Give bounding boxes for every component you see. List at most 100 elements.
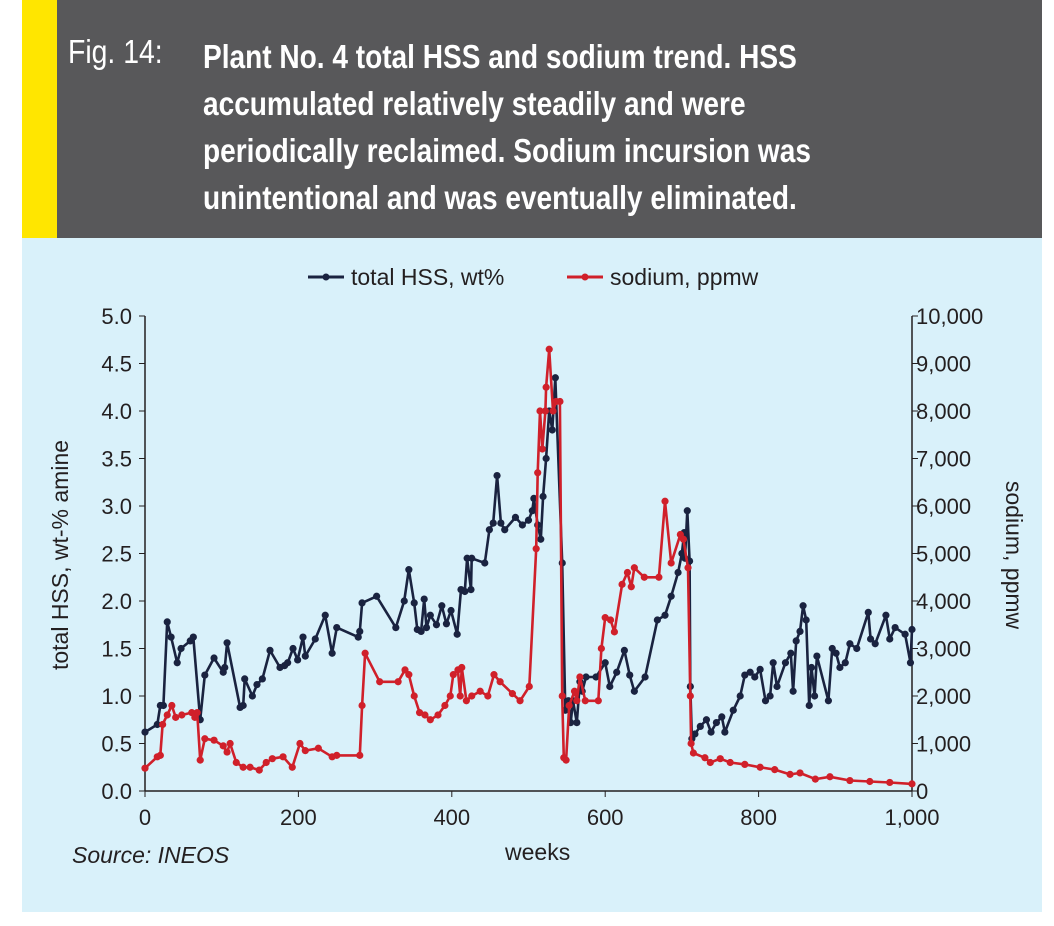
sodium-point — [687, 739, 695, 748]
figure-number: Fig. 14: — [68, 33, 163, 70]
y-axis-label: total HSS, wt-% amine — [47, 440, 73, 670]
hss-point — [606, 682, 614, 691]
sodium-point — [490, 671, 498, 679]
hss-point — [333, 624, 341, 632]
figure-header — [22, 0, 1042, 238]
sodium-point — [172, 713, 180, 721]
hss-point — [613, 668, 621, 676]
sodium-point — [538, 445, 546, 453]
x-tick-label: 0 — [139, 805, 151, 830]
sodium-point — [684, 564, 692, 572]
hss-point — [691, 730, 699, 738]
sodium-point — [201, 735, 209, 743]
hss-point — [582, 673, 590, 681]
hss-point — [358, 599, 366, 607]
hss-point — [901, 630, 909, 638]
sodium-point — [618, 580, 626, 588]
hss-series — [141, 374, 916, 743]
sodium-point — [456, 692, 464, 700]
sodium-point — [196, 756, 204, 764]
hss-point — [718, 713, 726, 721]
y-tick-label: 5.0 — [101, 304, 132, 329]
hss-point — [354, 633, 362, 641]
hss-point — [769, 659, 777, 667]
hss-point — [420, 595, 428, 603]
sodium-point — [468, 692, 476, 700]
hss-point — [410, 599, 418, 607]
hss-point — [489, 519, 497, 527]
y-tick-label: 0.5 — [101, 732, 132, 757]
legend-sodium-label: sodium, ppmw — [610, 264, 759, 290]
hss-point — [729, 706, 737, 714]
sodium-point — [356, 751, 364, 759]
y-tick-label: 1.5 — [101, 637, 132, 662]
hss-point — [886, 635, 894, 643]
sodium-point — [908, 780, 916, 788]
legend: total HSS, wt% sodium, ppmw — [308, 264, 759, 290]
sodium-point — [219, 742, 227, 750]
y-tick-label: 4.5 — [101, 352, 132, 377]
hss-point — [792, 637, 800, 645]
y-tick-label: 4.0 — [101, 399, 132, 424]
sodium-point — [562, 756, 570, 764]
y2-axis-label: sodium, ppmw — [1001, 481, 1027, 630]
hss-point — [422, 624, 431, 632]
sodium-point — [458, 663, 466, 672]
hss-point — [467, 586, 475, 594]
y-tick-label: 0.0 — [101, 779, 132, 804]
hss-point — [756, 665, 764, 674]
hss-point — [653, 616, 661, 624]
hss-point — [289, 644, 297, 653]
hss-point — [781, 659, 790, 667]
sodium-point — [239, 763, 247, 771]
hss-point — [167, 633, 175, 641]
sodium-point — [462, 697, 470, 705]
hss-point — [481, 559, 489, 567]
hss-point — [524, 516, 533, 524]
sodium-point — [640, 573, 648, 581]
sodium-point — [667, 559, 675, 567]
sodium-point — [581, 697, 589, 705]
sodium-point — [415, 709, 424, 717]
sodium-point — [786, 770, 794, 778]
sodium-point — [296, 739, 304, 748]
hss-point — [683, 507, 691, 515]
sodium-point — [541, 407, 549, 415]
sodium-point — [262, 758, 270, 767]
sodium-point — [301, 747, 309, 755]
sodium-point — [333, 751, 341, 759]
caption-line: periodically reclaimed. Sodium incursion… — [203, 132, 811, 169]
sodium-point — [532, 545, 540, 553]
hss-point — [221, 663, 229, 672]
hss-point — [674, 568, 682, 577]
hss-point — [620, 646, 628, 655]
sodium-point — [556, 397, 564, 406]
sodium-point — [358, 701, 366, 710]
hss-point — [805, 701, 813, 710]
hss-point — [468, 554, 476, 562]
sodium-point — [811, 775, 819, 783]
hss-point — [248, 692, 256, 700]
caption-line: accumulated relatively steadily and were — [203, 85, 746, 122]
sodium-point — [686, 692, 694, 700]
hss-point — [163, 618, 171, 626]
sodium-point — [484, 692, 492, 700]
sodium-point — [545, 345, 553, 353]
sodium-point — [826, 773, 834, 781]
sodium-point — [549, 407, 557, 415]
sodium-point — [679, 535, 688, 543]
hss-point — [311, 635, 319, 643]
hss-point — [630, 687, 638, 695]
caption-line: Plant No. 4 total HSS and sodium trend. … — [203, 38, 797, 75]
sodium-point — [394, 678, 402, 686]
sodium-point — [226, 739, 234, 748]
hss-point — [497, 519, 505, 527]
sodium-point — [496, 678, 504, 686]
sodium-point — [866, 777, 874, 786]
hss-point — [882, 611, 890, 619]
hss-point — [299, 633, 307, 641]
hss-point — [746, 668, 754, 676]
y2-tick-label: 4,000 — [916, 589, 971, 614]
sodium-point — [573, 697, 581, 705]
hss-point — [284, 659, 292, 667]
